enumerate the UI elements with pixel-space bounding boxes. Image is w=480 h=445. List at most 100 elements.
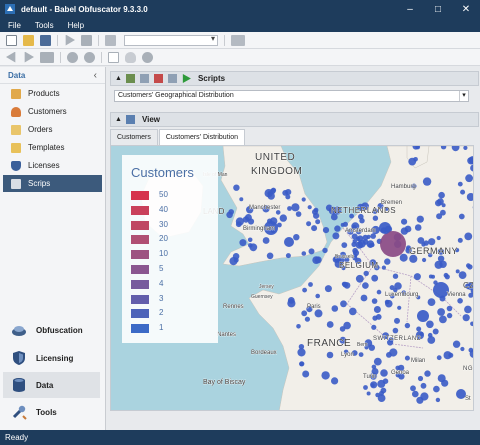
customer-point[interactable] [371, 368, 379, 375]
customer-point[interactable] [370, 383, 375, 388]
customer-point[interactable] [437, 248, 445, 255]
customer-point[interactable] [371, 324, 377, 330]
filter-icon[interactable] [40, 51, 54, 63]
customer-point[interactable] [433, 385, 440, 393]
customer-point[interactable] [410, 385, 416, 392]
customer-point[interactable] [422, 177, 432, 186]
customer-point[interactable] [362, 282, 369, 289]
sidebar-item-scrips[interactable]: Scrips [3, 175, 102, 192]
sidebar-item-templates[interactable]: Templates [3, 139, 102, 156]
customer-point[interactable] [420, 382, 427, 389]
customer-point[interactable] [432, 328, 439, 335]
customer-point[interactable] [457, 181, 463, 187]
customer-point[interactable] [413, 157, 418, 162]
customer-point[interactable] [239, 239, 247, 247]
run-script-icon[interactable] [182, 74, 191, 83]
refresh-icon[interactable] [67, 51, 78, 63]
customer-point[interactable] [341, 281, 347, 287]
customer-point[interactable] [423, 240, 429, 246]
customer-point[interactable] [369, 259, 377, 266]
module-licensing[interactable]: Licensing [3, 345, 100, 371]
customer-point[interactable] [359, 218, 365, 224]
customer-point[interactable] [296, 324, 301, 329]
customer-point[interactable] [384, 206, 389, 211]
tab-customers[interactable]: Customers [110, 129, 158, 145]
customer-point[interactable] [311, 225, 318, 232]
customer-point[interactable] [332, 232, 340, 240]
customer-point[interactable] [389, 285, 395, 291]
configuration-combo[interactable] [124, 34, 218, 46]
customer-point[interactable] [326, 321, 334, 328]
collapse-icon[interactable]: ‹ [93, 69, 97, 81]
customer-point[interactable] [436, 213, 443, 220]
customer-point[interactable] [308, 282, 313, 287]
customer-point[interactable] [467, 157, 474, 165]
delete-script-icon[interactable] [153, 74, 163, 83]
customer-point[interactable] [315, 293, 320, 299]
customer-point[interactable] [469, 349, 474, 358]
customer-point[interactable] [270, 188, 276, 194]
customer-point[interactable] [332, 256, 340, 263]
customer-point[interactable] [377, 394, 386, 402]
customer-point[interactable] [454, 247, 460, 253]
customer-point[interactable] [373, 306, 381, 313]
minimize-button[interactable]: – [407, 3, 413, 15]
customer-point[interactable] [443, 351, 452, 360]
customer-point[interactable] [302, 287, 307, 293]
customer-point[interactable] [436, 355, 442, 361]
gear-icon[interactable] [142, 51, 153, 63]
customer-point[interactable] [404, 322, 411, 329]
customer-cluster[interactable] [284, 237, 294, 247]
customer-point[interactable] [387, 339, 394, 346]
customer-point[interactable] [301, 310, 308, 317]
customer-point[interactable] [463, 146, 468, 150]
customer-point[interactable] [233, 184, 240, 191]
customer-point[interactable] [405, 247, 412, 254]
customer-point[interactable] [435, 397, 441, 403]
customer-point[interactable] [277, 222, 282, 228]
customer-point[interactable] [353, 253, 358, 258]
customer-point[interactable] [411, 183, 417, 189]
customer-point[interactable] [293, 234, 300, 241]
customer-point[interactable] [306, 221, 312, 227]
customer-point[interactable] [352, 239, 357, 244]
customer-point[interactable] [343, 321, 351, 330]
customer-point[interactable] [420, 392, 429, 401]
customer-point[interactable] [392, 327, 399, 334]
customer-point[interactable] [363, 385, 368, 390]
customer-point[interactable] [313, 212, 320, 219]
customer-point[interactable] [455, 269, 460, 274]
customer-point[interactable] [443, 272, 449, 278]
customer-point[interactable] [466, 281, 475, 290]
customer-point[interactable] [352, 224, 357, 230]
customer-point[interactable] [282, 190, 289, 196]
customer-cluster[interactable] [380, 231, 406, 257]
customer-point[interactable] [457, 237, 463, 243]
customer-point[interactable] [416, 326, 422, 332]
customer-point[interactable] [472, 205, 474, 209]
customer-point[interactable] [428, 238, 436, 246]
customer-point[interactable] [428, 274, 433, 279]
customer-point[interactable] [446, 305, 453, 312]
customer-point[interactable] [440, 209, 446, 216]
customer-point[interactable] [415, 146, 421, 150]
customer-point[interactable] [321, 371, 330, 380]
customer-point[interactable] [424, 370, 431, 377]
customer-cluster[interactable] [417, 310, 429, 322]
save-icon[interactable] [40, 34, 51, 46]
menu-file[interactable]: File [8, 20, 21, 30]
customer-point[interactable] [340, 251, 346, 258]
customer-point[interactable] [399, 253, 408, 262]
open-folder-icon[interactable] [23, 34, 34, 46]
customer-point[interactable] [307, 205, 312, 210]
customer-point[interactable] [341, 242, 348, 248]
customer-cluster[interactable] [264, 221, 278, 235]
customer-point[interactable] [380, 369, 388, 377]
document-icon[interactable] [108, 51, 119, 63]
customer-point[interactable] [262, 205, 270, 213]
customer-point[interactable] [287, 299, 296, 308]
customer-point[interactable] [437, 255, 445, 262]
sidebar-item-orders[interactable]: Orders [3, 121, 102, 138]
add-script-icon[interactable] [125, 74, 135, 83]
customer-point[interactable] [267, 192, 275, 200]
